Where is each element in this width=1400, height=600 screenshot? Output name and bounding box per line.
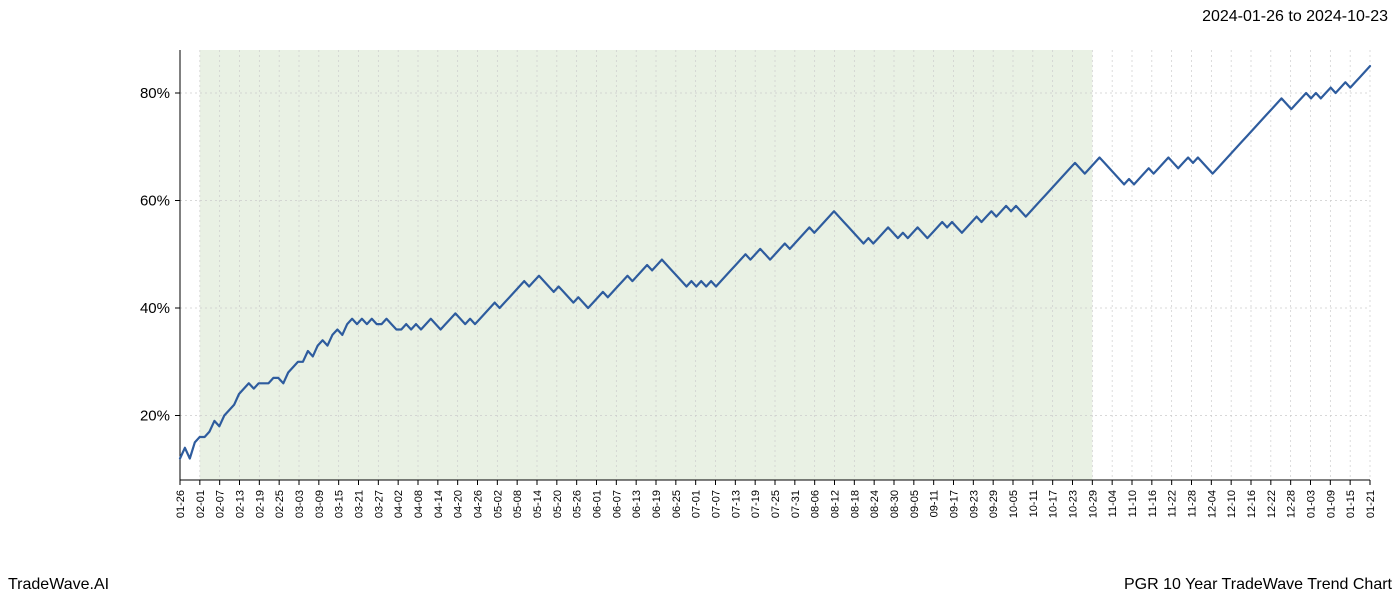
svg-text:03-27: 03-27 bbox=[373, 490, 385, 518]
svg-text:05-02: 05-02 bbox=[492, 490, 504, 518]
svg-text:04-26: 04-26 bbox=[473, 490, 485, 518]
svg-text:07-31: 07-31 bbox=[790, 490, 802, 518]
svg-text:12-28: 12-28 bbox=[1286, 490, 1298, 518]
svg-text:20%: 20% bbox=[140, 408, 170, 425]
svg-text:09-23: 09-23 bbox=[968, 490, 980, 518]
svg-text:09-29: 09-29 bbox=[988, 490, 1000, 518]
svg-text:11-10: 11-10 bbox=[1127, 490, 1139, 517]
svg-text:12-22: 12-22 bbox=[1266, 490, 1278, 518]
svg-text:02-01: 02-01 bbox=[195, 490, 207, 518]
svg-text:10-29: 10-29 bbox=[1087, 490, 1099, 518]
svg-text:11-22: 11-22 bbox=[1167, 490, 1179, 517]
svg-text:07-25: 07-25 bbox=[770, 490, 782, 518]
svg-text:09-05: 09-05 bbox=[909, 490, 921, 518]
svg-text:12-10: 12-10 bbox=[1226, 490, 1238, 518]
svg-text:05-14: 05-14 bbox=[532, 490, 544, 518]
svg-text:01-03: 01-03 bbox=[1306, 490, 1318, 518]
svg-text:80%: 80% bbox=[140, 85, 170, 102]
svg-text:06-25: 06-25 bbox=[671, 490, 683, 518]
svg-text:40%: 40% bbox=[140, 300, 170, 317]
svg-text:11-28: 11-28 bbox=[1187, 490, 1199, 517]
svg-text:04-20: 04-20 bbox=[453, 490, 465, 518]
svg-text:08-06: 08-06 bbox=[810, 490, 822, 518]
svg-text:07-13: 07-13 bbox=[730, 490, 742, 518]
svg-text:08-12: 08-12 bbox=[830, 490, 842, 518]
trend-chart: 20% 40% 60% 80% 01-26 02-01 02-07 02-13 02-19 02-… bbox=[0, 0, 1400, 600]
svg-text:12-04: 12-04 bbox=[1206, 490, 1218, 518]
brand-label: TradeWave.AI bbox=[8, 576, 109, 594]
svg-text:01-09: 01-09 bbox=[1325, 490, 1337, 518]
svg-text:02-07: 02-07 bbox=[215, 490, 227, 518]
svg-text:08-18: 08-18 bbox=[849, 490, 861, 518]
svg-text:06-13: 06-13 bbox=[631, 490, 643, 518]
trend-chart-container: 2024-01-26 to 2024-10-23 TradeWave.AI PG… bbox=[0, 0, 1400, 600]
svg-text:02-19: 02-19 bbox=[254, 490, 266, 518]
svg-text:05-20: 05-20 bbox=[552, 490, 564, 518]
svg-text:09-11: 09-11 bbox=[929, 490, 941, 517]
svg-text:04-14: 04-14 bbox=[433, 490, 445, 518]
svg-text:10-17: 10-17 bbox=[1048, 490, 1060, 518]
svg-text:07-19: 07-19 bbox=[750, 490, 762, 518]
svg-text:11-16: 11-16 bbox=[1147, 490, 1159, 517]
svg-text:01-26: 01-26 bbox=[175, 490, 187, 518]
svg-text:12-16: 12-16 bbox=[1246, 490, 1258, 518]
svg-text:02-25: 02-25 bbox=[274, 490, 286, 518]
svg-text:04-08: 04-08 bbox=[413, 490, 425, 518]
svg-text:08-30: 08-30 bbox=[889, 490, 901, 518]
svg-text:10-23: 10-23 bbox=[1068, 490, 1080, 518]
svg-text:03-03: 03-03 bbox=[294, 490, 306, 518]
svg-text:06-19: 06-19 bbox=[651, 490, 663, 518]
svg-text:10-05: 10-05 bbox=[1008, 490, 1020, 518]
svg-text:09-17: 09-17 bbox=[949, 490, 961, 518]
svg-text:01-21: 01-21 bbox=[1365, 490, 1377, 518]
svg-text:60%: 60% bbox=[140, 193, 170, 210]
svg-text:08-24: 08-24 bbox=[869, 490, 881, 518]
svg-text:03-09: 03-09 bbox=[314, 490, 326, 518]
svg-text:05-08: 05-08 bbox=[512, 490, 524, 518]
chart-title: PGR 10 Year TradeWave Trend Chart bbox=[1124, 576, 1392, 594]
svg-text:07-07: 07-07 bbox=[711, 490, 723, 518]
svg-text:07-01: 07-01 bbox=[691, 490, 703, 518]
svg-text:03-21: 03-21 bbox=[354, 490, 366, 518]
svg-text:10-11: 10-11 bbox=[1028, 490, 1040, 517]
svg-text:05-26: 05-26 bbox=[572, 490, 584, 518]
svg-text:06-01: 06-01 bbox=[592, 490, 604, 518]
svg-text:01-15: 01-15 bbox=[1345, 490, 1357, 518]
svg-text:06-07: 06-07 bbox=[611, 490, 623, 518]
svg-text:04-02: 04-02 bbox=[393, 490, 405, 518]
svg-text:02-13: 02-13 bbox=[235, 490, 247, 518]
svg-text:11-04: 11-04 bbox=[1107, 490, 1119, 517]
date-range-label: 2024-01-26 to 2024-10-23 bbox=[1202, 8, 1388, 26]
svg-text:03-15: 03-15 bbox=[334, 490, 346, 518]
